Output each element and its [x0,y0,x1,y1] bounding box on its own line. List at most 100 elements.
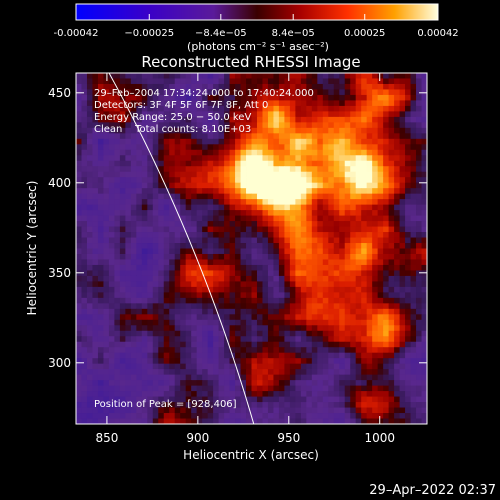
heatmap-pixel [394,105,400,112]
heatmap-pixel [180,105,187,112]
heatmap-pixel [278,116,285,123]
heatmap-pixel [350,319,357,326]
heatmap-pixel [207,264,214,271]
heatmap-pixel [361,391,368,397]
heatmap-pixel [235,83,241,90]
heatmap-pixel [322,319,329,326]
heatmap-pixel [377,237,384,244]
heatmap-pixel [114,407,121,414]
heatmap-pixel [81,275,88,282]
heatmap-pixel [81,380,88,387]
heatmap-pixel [284,122,291,129]
heatmap-pixel [119,83,126,90]
heatmap-pixel [213,308,219,315]
heatmap-pixel [317,385,324,392]
heatmap-pixel [322,221,329,227]
heatmap-pixel [76,116,82,123]
heatmap-pixel [86,221,93,227]
heatmap-pixel [410,341,417,348]
heatmap-pixel [267,275,274,282]
heatmap-pixel [306,319,313,326]
heatmap-pixel [81,105,88,112]
heatmap-pixel [306,374,313,381]
heatmap-pixel [207,221,214,227]
heatmap-pixel [152,204,159,211]
heatmap-pixel [256,264,263,271]
heatmap-pixel [169,204,176,211]
heatmap-pixel [278,232,285,238]
heatmap-pixel [158,237,165,244]
heatmap-pixel [240,73,247,79]
heatmap-pixel [185,116,192,123]
heatmap-pixel [130,248,137,255]
heatmap-pixel [278,418,285,424]
heatmap-pixel [405,286,411,293]
heatmap-pixel [416,314,422,321]
heatmap-pixel [317,138,324,145]
heatmap-pixel [97,199,104,206]
heatmap-pixel [229,160,236,167]
heatmap-pixel [196,391,203,397]
heatmap-pixel [361,221,368,227]
heatmap-pixel [267,215,274,222]
heatmap-pixel [361,226,368,233]
heatmap-pixel [136,155,143,162]
heatmap-pixel [366,215,373,222]
heatmap-pixel [311,127,318,134]
heatmap-pixel [235,166,241,173]
heatmap-pixel [322,100,329,107]
heatmap-pixel [278,221,285,227]
heatmap-pixel [377,105,384,112]
heatmap-pixel [224,396,230,403]
heatmap-pixel [328,325,335,332]
heatmap-pixel [152,391,159,397]
heatmap-pixel [273,237,280,244]
heatmap-pixel [339,297,346,304]
heatmap-pixel [81,166,88,173]
heatmap-pixel [235,264,241,271]
heatmap-pixel [405,407,411,414]
heatmap-pixel [163,127,170,134]
heatmap-pixel [125,144,132,151]
heatmap-pixel [284,232,291,238]
heatmap-pixel [344,281,351,288]
heatmap-pixel [235,105,241,112]
heatmap-pixel [207,171,214,178]
heatmap-pixel [295,308,302,315]
heatmap-pixel [355,237,362,244]
heatmap-pixel [339,133,346,140]
heatmap-pixel [300,177,307,184]
heatmap-pixel [103,73,110,79]
heatmap-pixel [366,232,373,238]
heatmap-pixel [333,105,340,112]
heatmap-pixel [311,105,318,112]
heatmap-pixel [108,94,115,101]
heatmap-pixel [196,193,203,200]
heatmap-pixel [207,369,214,376]
heatmap-pixel [339,374,346,381]
heatmap-pixel [421,413,427,419]
heatmap-pixel [218,396,225,403]
heatmap-pixel [180,308,187,315]
heatmap-pixel [86,380,93,387]
heatmap-pixel [76,314,82,321]
heatmap-pixel [289,314,296,321]
heatmap-pixel [383,199,390,206]
heatmap-pixel [388,341,395,348]
heatmap-pixel [399,270,406,277]
heatmap-pixel [202,171,209,178]
heatmap-pixel [180,264,187,271]
heatmap-pixel [306,275,313,282]
heatmap-pixel [394,264,400,271]
heatmap-pixel [125,264,132,271]
heatmap-pixel [322,297,329,304]
heatmap-pixel [169,352,176,359]
heatmap-pixel [97,100,104,107]
heatmap-pixel [317,111,324,118]
heatmap-pixel [300,78,307,85]
heatmap-pixel [213,275,219,282]
heatmap-pixel [256,308,263,315]
heatmap-pixel [76,286,82,293]
heatmap-pixel [366,221,373,227]
heatmap-pixel [251,210,258,216]
